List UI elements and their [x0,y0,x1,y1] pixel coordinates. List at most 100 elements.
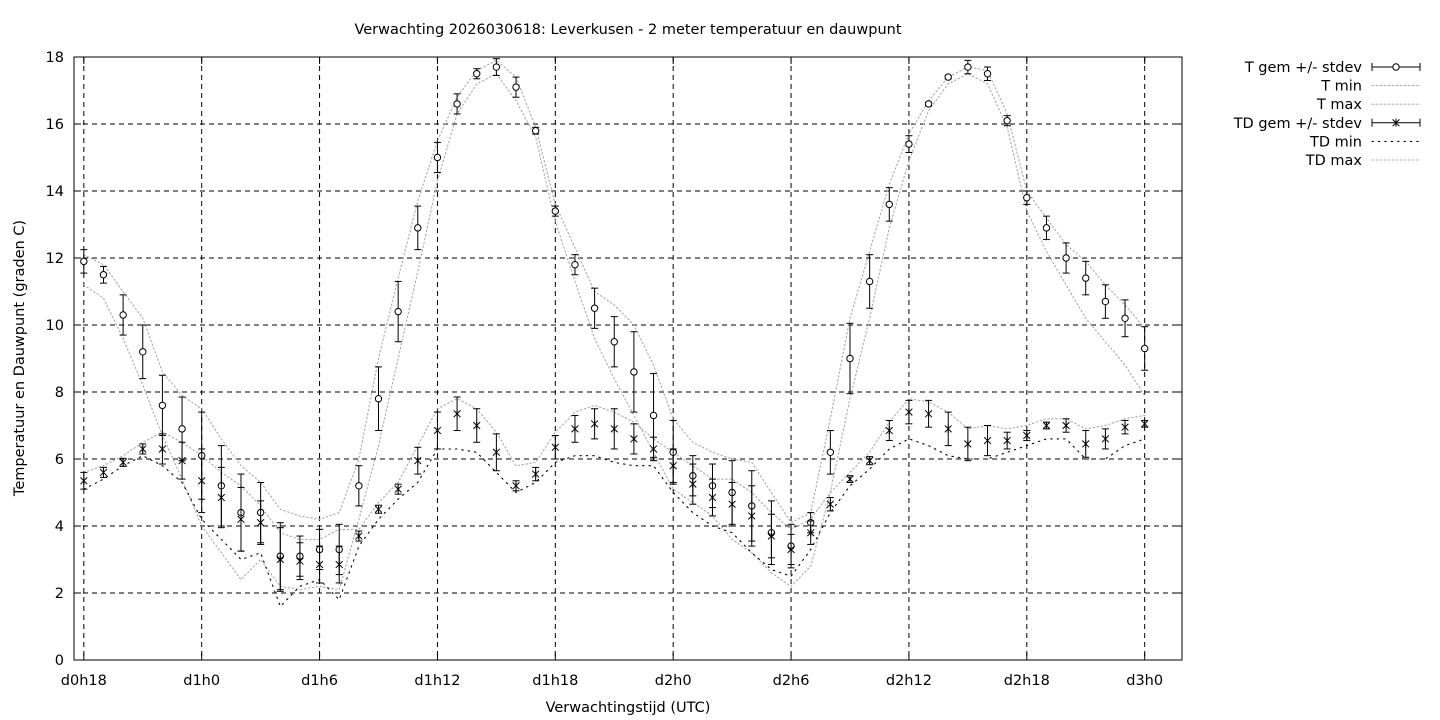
data-point [492,448,501,457]
data-point [885,426,894,435]
x-tick-label: d2h6 [773,673,810,689]
data-point [1062,421,1070,430]
data-point [512,481,520,490]
data-point [689,480,697,489]
data-point [139,444,147,453]
line-td-min [83,438,1146,608]
data-point [826,448,835,456]
data-point [1101,434,1110,443]
chart-title: Verwachting 2026030618: Leverkusen - 2 m… [354,22,901,38]
data-point [531,127,540,135]
legend-label: T min [1320,79,1362,95]
data-point [1023,431,1031,440]
data-point [414,456,422,465]
y-tick-label: 16 [46,117,64,133]
data-point [924,100,933,108]
data-point [1121,314,1129,322]
data-point [669,461,677,470]
legend-label: T max [1316,97,1362,113]
data-point [473,70,481,78]
plot-frame [73,56,1183,661]
data-point [551,207,560,215]
data-point [374,395,383,403]
data-point [296,557,304,566]
data-point [649,444,658,453]
data-point [119,311,127,319]
data-point [355,482,363,490]
y-tick-label: 18 [46,50,64,66]
data-point [787,545,795,554]
data-point [99,468,108,477]
data-point [944,424,952,433]
data-point [414,224,422,232]
y-tick-label: 10 [46,318,64,334]
data-point [885,200,893,209]
y-tick-label: 6 [55,452,64,468]
y-tick-label: 4 [55,519,64,535]
data-point [708,493,717,502]
data-point [1121,423,1129,432]
legend-label: TD min [1309,134,1362,150]
data-point [119,458,127,467]
data-point [197,476,206,485]
data-point [590,304,599,312]
data-point [846,354,854,363]
data-point [806,528,815,537]
series-layer [80,58,1149,608]
y-tick-label: 2 [55,586,64,602]
data-point [728,500,736,509]
axes: 0 2 4 6 8 10 12 14 16 18 d0h18 d1h0 d1h6 d1h12 d1h18 d2… [46,50,1183,689]
data-point [1140,419,1149,428]
data-point [826,500,835,509]
data-point [649,411,658,420]
data-point [983,70,992,78]
x-tick-label: d2h18 [1004,673,1050,689]
data-point [1082,274,1090,282]
x-tick-label: d3h0 [1126,673,1163,689]
data-point [433,426,442,435]
data-point [158,401,167,410]
data-point [531,470,540,479]
x-tick-label: d1h0 [183,673,220,689]
y-tick-label: 12 [46,251,64,267]
x-tick-label: d0h18 [61,673,107,689]
data-point [276,555,285,564]
legend: T gem +/- stdev T min T max TD gem +/- stde… [1233,60,1421,169]
data-point [492,63,501,71]
data-point [1003,116,1011,125]
data-point [924,409,933,418]
data-point [1023,194,1031,202]
data-point [256,518,265,527]
x-tick-label: d2h0 [655,673,692,689]
data-point [315,560,324,569]
data-point [610,338,618,346]
legend-label: T gem +/- stdev [1244,60,1363,76]
grid-lines [74,57,1182,660]
data-point [983,436,992,445]
legend-label: TD gem +/- stdev [1233,116,1363,132]
data-point [80,476,88,485]
x-tick-label: d1h12 [414,673,460,689]
data-point [590,419,599,428]
data-point [610,424,619,433]
data-point [512,83,520,91]
data-point [139,348,147,356]
data-point [1042,224,1051,232]
legend-marker [1392,118,1400,127]
data-point [217,493,226,502]
x-tick-label: d2h12 [886,673,932,689]
data-point [748,511,756,520]
data-point [394,485,402,494]
x-axis-label: Verwachtingstijd (UTC) [546,700,711,716]
data-point [865,456,874,465]
y-tick-label: 0 [55,653,64,669]
data-point [1101,297,1110,306]
data-point [551,443,560,452]
data-point [1042,421,1051,430]
data-point [374,505,383,514]
data-point [1062,254,1070,262]
data-point [571,261,579,269]
data-point [355,532,363,541]
data-point [178,456,186,465]
